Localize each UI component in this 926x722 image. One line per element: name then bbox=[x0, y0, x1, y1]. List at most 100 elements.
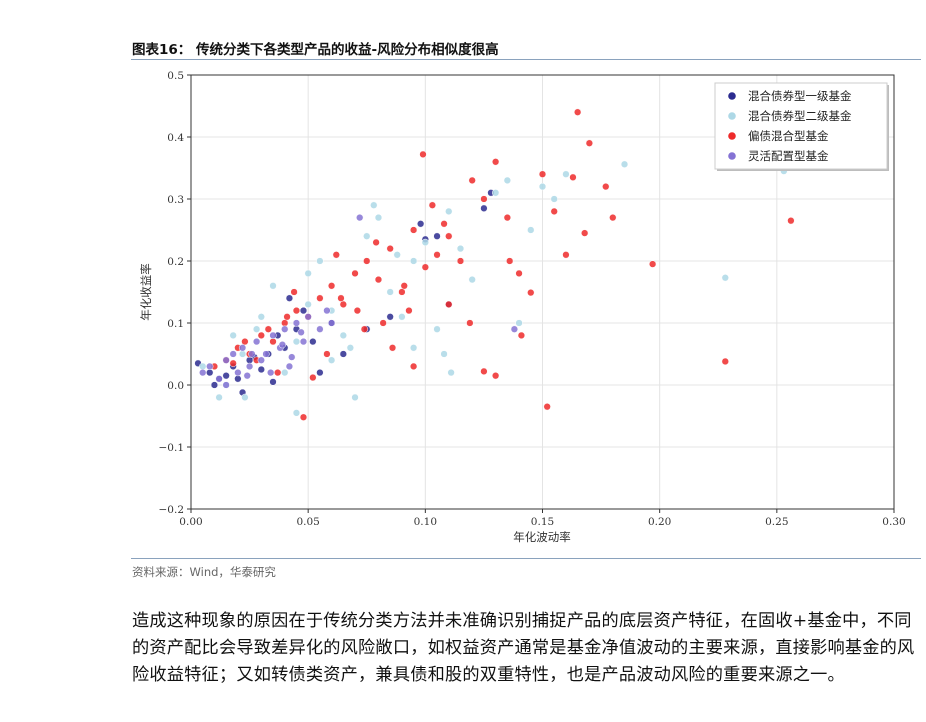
data-point bbox=[445, 207, 453, 216]
data-point bbox=[323, 350, 331, 358]
data-point bbox=[466, 319, 474, 327]
data-point bbox=[215, 375, 223, 383]
x-tick-label: 0.30 bbox=[882, 516, 905, 528]
data-point bbox=[199, 368, 207, 377]
data-point bbox=[234, 375, 242, 383]
legend-label: 偏债混合型基金 bbox=[748, 129, 829, 143]
bottom-rule bbox=[131, 558, 921, 559]
data-point bbox=[248, 350, 256, 358]
data-point bbox=[222, 381, 230, 389]
data-point bbox=[252, 325, 261, 333]
data-point bbox=[257, 365, 265, 374]
data-point bbox=[264, 325, 272, 333]
legend-label: 混合债券型一级基金 bbox=[748, 89, 852, 103]
data-point bbox=[581, 229, 589, 237]
data-point bbox=[327, 319, 336, 327]
data-point bbox=[503, 176, 512, 185]
x-tick-label: 0.15 bbox=[531, 516, 554, 528]
data-point bbox=[409, 257, 418, 265]
data-point bbox=[267, 368, 275, 377]
data-point bbox=[398, 313, 406, 321]
data-point bbox=[374, 275, 383, 284]
data-point bbox=[292, 306, 301, 315]
series-3 bbox=[210, 108, 795, 421]
data-point bbox=[206, 368, 214, 377]
body-paragraph: 造成这种现象的原因在于传统分类方法并未准确识别捕捉产品的底层资产特征，在固收+基… bbox=[132, 611, 915, 685]
y-tick-label: 0.1 bbox=[167, 318, 184, 330]
data-point bbox=[299, 306, 308, 315]
data-point bbox=[252, 337, 261, 346]
data-point bbox=[409, 226, 418, 234]
data-point bbox=[241, 393, 249, 402]
data-point bbox=[386, 244, 394, 253]
data-point bbox=[574, 108, 582, 116]
data-point bbox=[316, 294, 324, 302]
x-tick-label: 0.25 bbox=[765, 516, 788, 528]
x-tick-label: 0.05 bbox=[296, 516, 319, 528]
data-point bbox=[787, 217, 795, 225]
data-point bbox=[527, 288, 535, 297]
data-point bbox=[550, 207, 558, 216]
data-point bbox=[206, 362, 214, 371]
x-tick-label: 0.00 bbox=[179, 516, 202, 528]
data-point bbox=[468, 275, 476, 284]
data-point bbox=[281, 325, 289, 333]
data-point bbox=[393, 251, 401, 259]
data-point bbox=[238, 344, 247, 352]
data-point bbox=[527, 226, 535, 234]
data-point bbox=[215, 393, 223, 402]
data-point bbox=[491, 372, 500, 380]
data-point bbox=[405, 306, 413, 315]
data-point bbox=[353, 306, 362, 315]
data-point bbox=[440, 350, 448, 358]
data-point bbox=[351, 269, 359, 278]
data-point bbox=[538, 170, 547, 178]
data-point bbox=[285, 362, 294, 371]
data-point bbox=[433, 232, 441, 240]
data-point bbox=[374, 213, 383, 222]
data-point bbox=[323, 306, 331, 315]
legend-box bbox=[714, 82, 888, 170]
data-point bbox=[386, 288, 394, 296]
data-point bbox=[281, 319, 289, 327]
data-point bbox=[327, 356, 336, 364]
x-axis-label: 年化波动率 bbox=[513, 530, 571, 544]
data-point bbox=[269, 337, 277, 346]
data-point bbox=[506, 257, 514, 265]
data-point bbox=[222, 372, 230, 380]
data-point bbox=[543, 403, 551, 411]
data-point bbox=[229, 350, 237, 358]
data-point bbox=[257, 331, 265, 340]
data-point bbox=[283, 313, 291, 321]
data-point bbox=[304, 313, 312, 321]
data-point bbox=[269, 378, 277, 386]
data-point bbox=[480, 367, 488, 376]
series-1 bbox=[194, 189, 495, 397]
data-point bbox=[327, 282, 336, 290]
data-point bbox=[585, 139, 594, 147]
data-point bbox=[360, 325, 369, 333]
data-point bbox=[241, 337, 249, 346]
data-point bbox=[316, 325, 324, 333]
y-tick-label: −0.2 bbox=[159, 504, 185, 516]
data-point bbox=[229, 359, 237, 367]
data-point bbox=[243, 372, 251, 380]
data-point bbox=[386, 313, 394, 321]
data-point bbox=[445, 232, 453, 240]
data-point bbox=[199, 362, 207, 371]
data-point bbox=[339, 350, 347, 358]
data-point bbox=[721, 357, 729, 366]
data-point bbox=[299, 337, 308, 346]
data-point bbox=[356, 213, 364, 222]
legend-marker bbox=[728, 112, 736, 120]
data-point bbox=[456, 244, 465, 253]
data-point bbox=[297, 328, 305, 336]
figure-title: 图表16： 传统分类下各类型产品的收益-风险分布相似度很高 bbox=[132, 42, 499, 58]
data-point bbox=[721, 274, 729, 282]
legend-label: 混合债券型二级基金 bbox=[748, 109, 852, 123]
data-point bbox=[274, 368, 282, 377]
data-point bbox=[292, 337, 301, 346]
data-point bbox=[421, 238, 429, 247]
data-point bbox=[238, 350, 247, 358]
y-axis-label: 年化收益率 bbox=[139, 263, 153, 321]
